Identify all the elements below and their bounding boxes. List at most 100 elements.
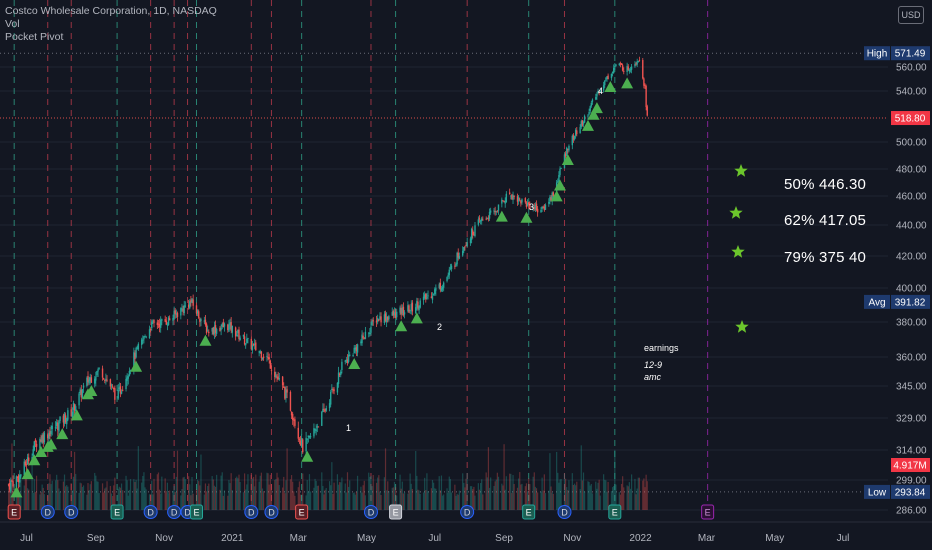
volume-bar <box>325 488 327 510</box>
earnings-badge-label: E <box>705 508 711 518</box>
volume-bar <box>285 480 287 510</box>
dividend-badge <box>244 505 259 519</box>
candle-body <box>629 69 632 71</box>
candle-body <box>275 375 277 378</box>
candle-body <box>167 317 170 326</box>
legend-vol[interactable]: Vol <box>5 18 20 30</box>
volume-bar <box>117 488 119 510</box>
candle-body <box>293 419 295 421</box>
volume-bar <box>125 475 127 510</box>
candle-body <box>642 60 644 79</box>
candle-body <box>430 296 433 299</box>
star-marker <box>735 320 749 333</box>
volume-bar <box>571 473 573 510</box>
volume-bar <box>19 492 21 510</box>
volume-bar <box>270 484 273 510</box>
volume-bar <box>378 475 380 510</box>
volume-bar <box>298 481 300 510</box>
legend-symbol[interactable]: Costco Wholesale Corporation, 1D, NASDAQ <box>5 5 217 17</box>
dividend-badge-label: D <box>464 508 471 518</box>
volume-bar <box>479 483 482 510</box>
volume-bar <box>375 482 378 510</box>
candle-body <box>12 481 14 487</box>
volume-bar <box>587 481 589 510</box>
volume-bar <box>557 472 559 510</box>
volume-bar <box>189 484 191 510</box>
price-tick-label: 360.00 <box>896 353 927 364</box>
volume-bar <box>349 480 351 510</box>
volume-bar <box>551 492 553 510</box>
earnings-badge-label: E <box>393 508 399 518</box>
volume-bar <box>49 474 51 510</box>
volume-bar <box>369 476 371 510</box>
candle-body <box>231 325 233 333</box>
volume-bar <box>260 472 262 510</box>
candle-body <box>189 301 191 309</box>
volume-bar <box>229 483 231 510</box>
volume-bar <box>15 485 18 510</box>
candle-body <box>325 408 327 411</box>
candle-body <box>345 359 348 362</box>
volume-bar <box>622 476 624 510</box>
candle-body <box>72 403 75 410</box>
candle-body <box>187 304 190 308</box>
volume-bar <box>425 490 427 510</box>
volume-bar <box>614 449 616 510</box>
volume-bar <box>331 462 333 510</box>
volume-bar <box>502 485 504 510</box>
volume-bar <box>328 481 331 510</box>
dividend-badge <box>40 505 55 519</box>
candle-body <box>508 192 511 195</box>
currency-button[interactable]: USD <box>898 6 924 24</box>
volume-bar <box>430 488 432 510</box>
candle-body <box>602 85 605 91</box>
candle-body <box>135 347 137 358</box>
pocket-pivot-triangle <box>561 154 574 166</box>
volume-bar <box>157 472 160 510</box>
candle-body <box>402 306 405 316</box>
candle-body <box>23 461 25 476</box>
volume-bar <box>519 472 521 510</box>
earnings-badge <box>7 504 21 520</box>
volume-bar <box>336 474 339 510</box>
dividend-badge-label: D <box>68 508 75 518</box>
volume-bar <box>426 473 428 510</box>
candle-body <box>316 426 318 428</box>
fib-79-label: 79% 375 40 <box>784 249 867 266</box>
volume-bar <box>275 478 277 510</box>
dividend-badge <box>64 505 79 519</box>
candle-body <box>227 324 229 331</box>
volume-bar <box>637 477 639 510</box>
candle-body <box>117 389 119 399</box>
volume-bar <box>481 479 483 510</box>
candle-body <box>623 70 625 72</box>
volume-bar <box>268 484 270 510</box>
candle-body <box>621 65 624 71</box>
volume-bar <box>566 487 568 510</box>
candle-body <box>532 206 534 208</box>
volume-bar <box>231 490 233 510</box>
candle-body <box>192 299 194 306</box>
volume-bar <box>458 490 460 510</box>
volume-bar <box>511 493 513 510</box>
candle-body <box>321 411 323 426</box>
volume-bar <box>57 480 59 510</box>
candle-body <box>67 410 69 420</box>
volume-bar <box>293 491 295 510</box>
volume-bar <box>645 474 647 510</box>
volume-bar <box>434 488 436 510</box>
candle-body <box>387 316 389 320</box>
volume-bar <box>65 486 67 510</box>
candle-body <box>408 305 410 313</box>
candle-body <box>286 389 288 393</box>
legend-indicator[interactable]: Pocket Pivot <box>5 31 64 43</box>
volume-bar <box>175 476 177 510</box>
volume-bar <box>383 477 386 510</box>
dividend-badge-label: D <box>268 508 275 518</box>
candle-body <box>401 308 404 314</box>
price-tick-label: 314.00 <box>896 446 927 457</box>
volume-bar <box>142 475 144 510</box>
candle-body <box>446 277 448 282</box>
current-price-box <box>891 111 930 126</box>
